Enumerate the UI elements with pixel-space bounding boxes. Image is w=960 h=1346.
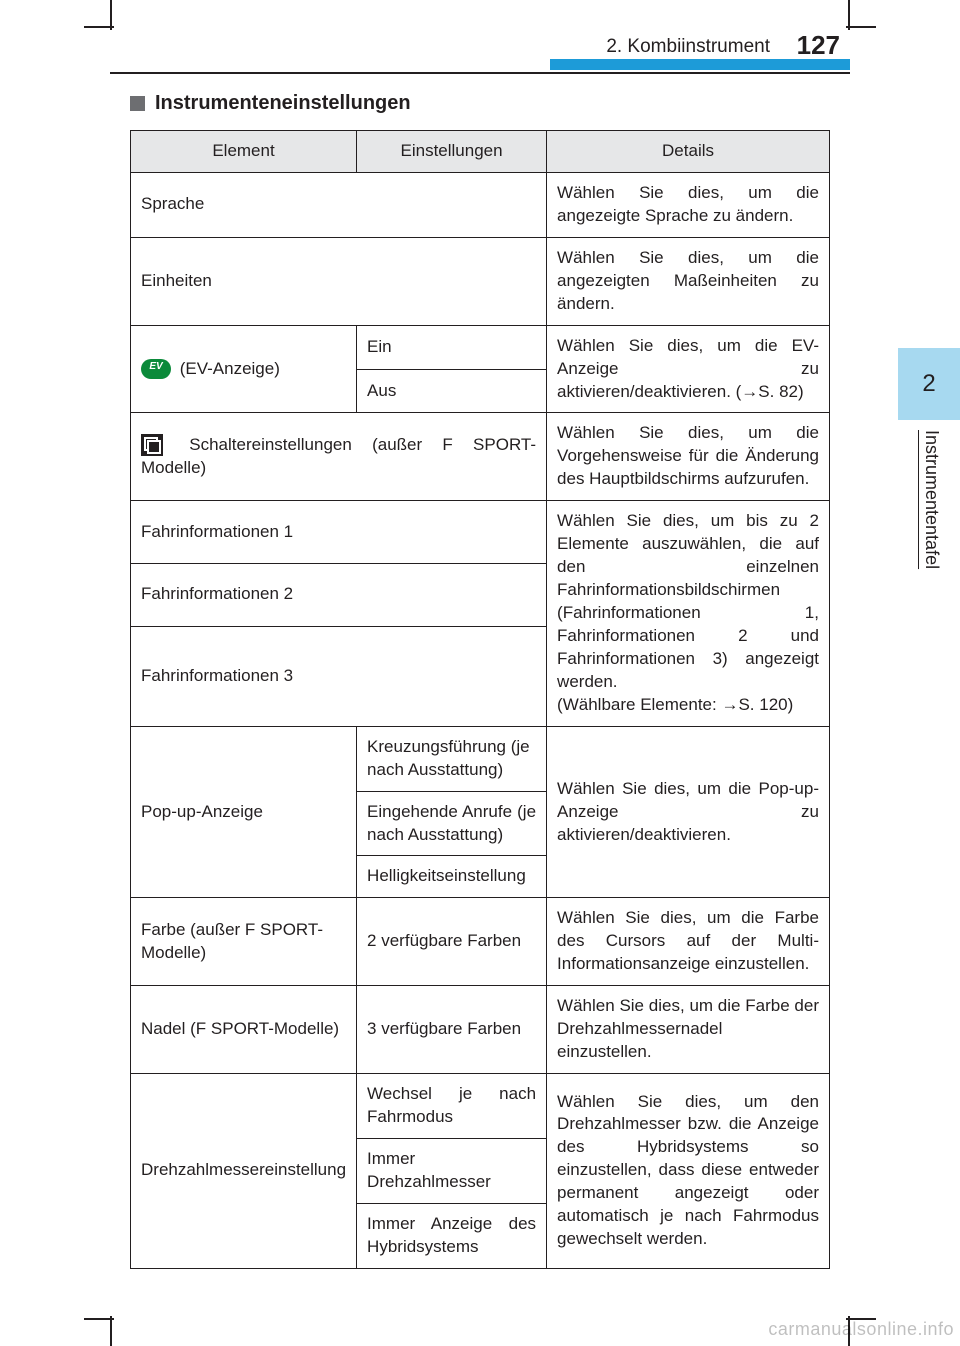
section-title-text: Instrumenteneinstellungen (155, 92, 411, 115)
cell-element: Sprache (131, 172, 547, 237)
cell-element: Drehzahlmessereinstellung (131, 1074, 357, 1269)
switch-settings-icon (141, 434, 163, 456)
table-row: Schaltereinstellungen (außer F SPORT-Mod… (131, 413, 830, 501)
header-line (110, 72, 850, 74)
table-row: Fahrinformationen 1 Wählen Sie dies, um … (131, 501, 830, 564)
cell-details: Wählen Sie dies, um die Farbe der Drehza… (547, 986, 830, 1074)
cell-setting: Aus (357, 369, 547, 413)
cell-element: Fahrinformationen 3 (131, 626, 547, 726)
cell-setting: Immer Drehzahlmesser (357, 1138, 547, 1203)
cell-element: Fahrinformationen 2 (131, 563, 547, 626)
cell-element: Pop-up-Anzeige (131, 726, 357, 898)
crop-mark (846, 26, 876, 28)
table-row: Nadel (F SPORT-Modelle) 3 verfügbare Far… (131, 986, 830, 1074)
header-blue-bar (550, 59, 850, 70)
cell-element-text: Schaltereinstellungen (außer F SPORT-Mod… (141, 435, 536, 477)
cell-setting: Ein (357, 325, 547, 369)
col-header-details: Details (547, 131, 830, 173)
cell-element-text: (EV-Anzeige) (175, 359, 280, 378)
settings-table: Element Einstellungen Details Sprache Wä… (130, 130, 830, 1269)
cell-details: Wählen Sie dies, um bis zu 2 Elemente au… (547, 501, 830, 726)
watermark: carmanualsonline.info (768, 1319, 954, 1340)
table-row: Pop-up-Anzeige Kreuzungsführung (je nach… (131, 726, 830, 791)
cell-details: Wählen Sie dies, um die angezeigten Maße… (547, 237, 830, 325)
cell-setting: Helligkeitseinstellung (357, 856, 547, 898)
bullet-square-icon (130, 96, 145, 111)
cell-element: Schaltereinstellungen (außer F SPORT-Mod… (131, 413, 547, 501)
page-number: 127 (797, 30, 840, 61)
section-tab: 2 (898, 348, 960, 420)
crop-mark (110, 0, 112, 30)
cell-details: Wählen Sie dies, um die Vorgehensweise f… (547, 413, 830, 501)
ev-indicator-icon (141, 359, 171, 379)
table-header-row: Element Einstellungen Details (131, 131, 830, 173)
cell-setting: 2 verfügbare Farben (357, 898, 547, 986)
cell-element: Nadel (F SPORT-Modelle) (131, 986, 357, 1074)
table-row: Farbe (außer F SPORT-Modelle) 2 verfügba… (131, 898, 830, 986)
table-row: Sprache Wählen Sie dies, um die angezeig… (131, 172, 830, 237)
cell-setting: Kreuzungsführung (je nach Ausstattung) (357, 726, 547, 791)
cell-details: Wählen Sie dies, um den Drehzahlmesser b… (547, 1074, 830, 1269)
cell-setting: Eingehende Anrufe (je nach Ausstattung) (357, 791, 547, 856)
cell-details: Wählen Sie dies, um die Pop-up-Anzeige z… (547, 726, 830, 898)
table-row: Drehzahlmessereinstellung Wechsel je nac… (131, 1074, 830, 1139)
section-tab-number: 2 (922, 370, 935, 398)
cell-element: (EV-Anzeige) (131, 325, 357, 413)
cell-setting: 3 verfügbare Farben (357, 986, 547, 1074)
table-row: (EV-Anzeige) Ein Wählen Sie dies, um die… (131, 325, 830, 369)
cell-element: Einheiten (131, 237, 547, 325)
cell-details: Wählen Sie dies, um die Farbe des Cursor… (547, 898, 830, 986)
chapter-title: 2. Kombiinstrument (606, 36, 770, 58)
section-title: Instrumenteneinstellungen (130, 92, 411, 115)
cell-element: Farbe (außer F SPORT-Modelle) (131, 898, 357, 986)
col-header-element: Element (131, 131, 357, 173)
crop-mark (110, 1316, 112, 1346)
cell-setting: Immer Anzeige des Hybridsystems (357, 1203, 547, 1268)
cell-setting: Wechsel je nach Fahrmodus (357, 1074, 547, 1139)
section-tab-label: Instrumententafel (921, 430, 942, 569)
crop-mark (848, 0, 850, 30)
cell-element: Fahrinformationen 1 (131, 501, 547, 564)
table-row: Einheiten Wählen Sie dies, um die angeze… (131, 237, 830, 325)
cell-details: Wählen Sie dies, um die EV-Anzeige zu ak… (547, 325, 830, 413)
col-header-settings: Einstellungen (357, 131, 547, 173)
cell-details: Wählen Sie dies, um die angezeigte Sprac… (547, 172, 830, 237)
